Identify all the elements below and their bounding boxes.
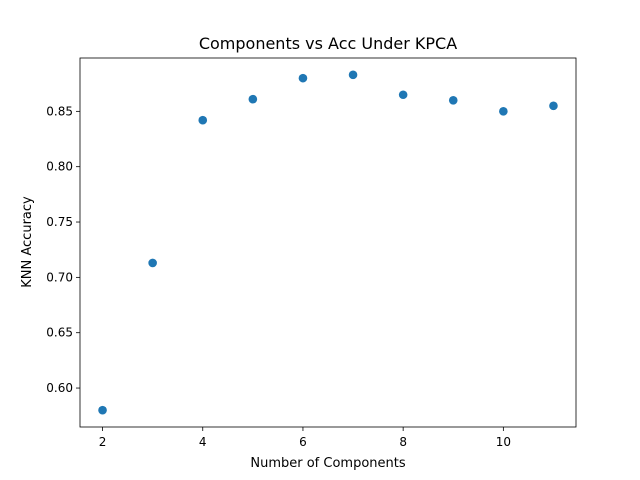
data-point [499,107,508,116]
data-point [348,70,358,80]
data-point [398,90,408,100]
data-point [549,101,558,111]
x-axis-ticks: 2 4 6 8 10 [99,427,511,449]
x-tick-label: 4 [199,435,207,449]
data-point [298,73,308,83]
y-tick-label: 0.80 [46,160,73,174]
x-tick-label: 6 [299,435,307,449]
data-point [98,405,107,415]
x-axis-label: Number of Components [250,456,405,471]
data-point [198,115,208,125]
x-tick-label: 10 [496,435,511,449]
y-axis-label: KNN Accuracy [20,196,35,288]
y-axis-ticks: 0.60 0.65 0.70 0.75 0.80 0.85 [46,104,80,395]
data-point [448,95,458,105]
y-tick-label: 0.65 [46,326,73,340]
data-point [148,258,157,268]
y-tick-label: 0.60 [46,381,73,395]
x-tick-label: 8 [399,435,407,449]
chart-title: Components vs Acc Under KPCA [199,34,457,53]
y-tick-label: 0.75 [46,215,73,229]
x-tick-label: 2 [99,435,107,449]
data-point [248,94,258,104]
plot-area [79,57,577,428]
y-tick-label: 0.85 [46,104,73,118]
data-points [98,70,558,415]
y-tick-label: 0.70 [46,270,73,284]
